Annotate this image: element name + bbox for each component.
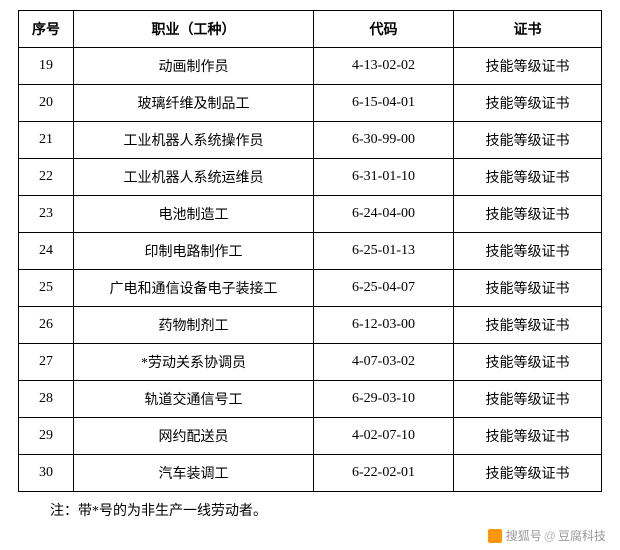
cell-seq: 25 bbox=[19, 270, 74, 307]
table-row: 21工业机器人系统操作员6-30-99-00技能等级证书 bbox=[19, 122, 602, 159]
table-row: 22工业机器人系统运维员6-31-01-10技能等级证书 bbox=[19, 159, 602, 196]
cell-job: 轨道交通信号工 bbox=[74, 381, 314, 418]
table-header-row: 序号 职业（工种） 代码 证书 bbox=[19, 11, 602, 48]
cell-cert: 技能等级证书 bbox=[454, 48, 602, 85]
cell-seq: 26 bbox=[19, 307, 74, 344]
cell-seq: 24 bbox=[19, 233, 74, 270]
header-seq: 序号 bbox=[19, 11, 74, 48]
table-row: 29网约配送员4-02-07-10技能等级证书 bbox=[19, 418, 602, 455]
header-job: 职业（工种） bbox=[74, 11, 314, 48]
cell-seq: 20 bbox=[19, 85, 74, 122]
cell-seq: 30 bbox=[19, 455, 74, 492]
table-row: 26药物制剂工6-12-03-00技能等级证书 bbox=[19, 307, 602, 344]
cell-code: 6-22-02-01 bbox=[314, 455, 454, 492]
cell-job: 网约配送员 bbox=[74, 418, 314, 455]
occupation-table: 序号 职业（工种） 代码 证书 19动画制作员4-13-02-02技能等级证书2… bbox=[18, 10, 602, 492]
cell-job: 工业机器人系统运维员 bbox=[74, 159, 314, 196]
cell-code: 6-29-03-10 bbox=[314, 381, 454, 418]
table-row: 23电池制造工6-24-04-00技能等级证书 bbox=[19, 196, 602, 233]
table-row: 25广电和通信设备电子装接工6-25-04-07技能等级证书 bbox=[19, 270, 602, 307]
cell-job: 药物制剂工 bbox=[74, 307, 314, 344]
cell-seq: 29 bbox=[19, 418, 74, 455]
cell-code: 6-25-04-07 bbox=[314, 270, 454, 307]
cell-cert: 技能等级证书 bbox=[454, 381, 602, 418]
cell-cert: 技能等级证书 bbox=[454, 196, 602, 233]
footnote: 注：带*号的为非生产一线劳动者。 bbox=[18, 492, 602, 520]
cell-cert: 技能等级证书 bbox=[454, 344, 602, 381]
cell-code: 4-07-03-02 bbox=[314, 344, 454, 381]
watermark-author: 豆腐科技 bbox=[558, 527, 606, 544]
table-row: 19动画制作员4-13-02-02技能等级证书 bbox=[19, 48, 602, 85]
cell-seq: 21 bbox=[19, 122, 74, 159]
watermark-source: 搜狐号 bbox=[506, 527, 542, 544]
cell-code: 6-31-01-10 bbox=[314, 159, 454, 196]
cell-cert: 技能等级证书 bbox=[454, 307, 602, 344]
cell-cert: 技能等级证书 bbox=[454, 159, 602, 196]
cell-seq: 28 bbox=[19, 381, 74, 418]
cell-code: 6-30-99-00 bbox=[314, 122, 454, 159]
cell-job: 汽车装调工 bbox=[74, 455, 314, 492]
cell-job: 广电和通信设备电子装接工 bbox=[74, 270, 314, 307]
header-code: 代码 bbox=[314, 11, 454, 48]
cell-cert: 技能等级证书 bbox=[454, 455, 602, 492]
cell-cert: 技能等级证书 bbox=[454, 233, 602, 270]
cell-code: 4-13-02-02 bbox=[314, 48, 454, 85]
cell-cert: 技能等级证书 bbox=[454, 270, 602, 307]
cell-job: 玻璃纤维及制品工 bbox=[74, 85, 314, 122]
cell-job: *劳动关系协调员 bbox=[74, 344, 314, 381]
cell-code: 6-25-01-13 bbox=[314, 233, 454, 270]
sohu-logo-icon bbox=[488, 529, 502, 543]
cell-job: 工业机器人系统操作员 bbox=[74, 122, 314, 159]
table-row: 28轨道交通信号工6-29-03-10技能等级证书 bbox=[19, 381, 602, 418]
header-cert: 证书 bbox=[454, 11, 602, 48]
watermark: 搜狐号 @ 豆腐科技 bbox=[488, 527, 606, 544]
cell-job: 动画制作员 bbox=[74, 48, 314, 85]
cell-cert: 技能等级证书 bbox=[454, 418, 602, 455]
cell-job: 印制电路制作工 bbox=[74, 233, 314, 270]
cell-seq: 22 bbox=[19, 159, 74, 196]
table-row: 20玻璃纤维及制品工6-15-04-01技能等级证书 bbox=[19, 85, 602, 122]
cell-code: 6-12-03-00 bbox=[314, 307, 454, 344]
cell-cert: 技能等级证书 bbox=[454, 122, 602, 159]
table-row: 24印制电路制作工6-25-01-13技能等级证书 bbox=[19, 233, 602, 270]
cell-seq: 23 bbox=[19, 196, 74, 233]
cell-seq: 19 bbox=[19, 48, 74, 85]
watermark-at: @ bbox=[544, 529, 556, 543]
cell-seq: 27 bbox=[19, 344, 74, 381]
cell-code: 4-02-07-10 bbox=[314, 418, 454, 455]
cell-code: 6-24-04-00 bbox=[314, 196, 454, 233]
cell-cert: 技能等级证书 bbox=[454, 85, 602, 122]
cell-code: 6-15-04-01 bbox=[314, 85, 454, 122]
table-row: 30汽车装调工6-22-02-01技能等级证书 bbox=[19, 455, 602, 492]
cell-job: 电池制造工 bbox=[74, 196, 314, 233]
table-row: 27*劳动关系协调员4-07-03-02技能等级证书 bbox=[19, 344, 602, 381]
